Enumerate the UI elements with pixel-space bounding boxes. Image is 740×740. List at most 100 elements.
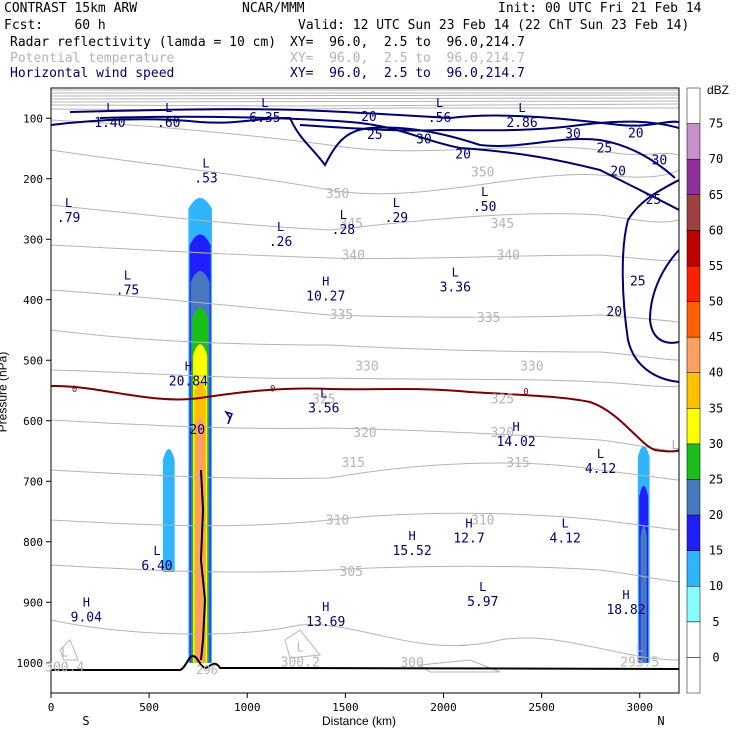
x-tick-label: 2500 — [528, 701, 555, 714]
extremum-value: .75 — [116, 284, 139, 299]
colorbar-label: 35 — [709, 401, 723, 415]
extremum-value: 5.97 — [467, 595, 498, 610]
extremum-marker: L — [636, 641, 643, 655]
theta-label: 310 — [471, 514, 494, 529]
theta-label: 320 — [353, 426, 376, 441]
extremum-value: 20.84 — [169, 374, 208, 389]
colorbar-label: 20 — [709, 508, 723, 522]
extremum-value: 4.12 — [585, 462, 616, 477]
extremum-value: 295.5 — [620, 656, 659, 671]
extremum-value: 6.35 — [249, 111, 280, 126]
y-tick-label: 400 — [23, 294, 43, 307]
extremum-marker: L — [479, 580, 486, 594]
plot-frame — [50, 87, 680, 694]
colorbar-swatch — [686, 265, 701, 302]
extremum-value: 10.27 — [306, 290, 345, 305]
y-tick-label: 100 — [23, 112, 43, 125]
extremum-value: .26 — [269, 235, 292, 250]
colorbar-label: 0 — [712, 650, 719, 664]
wind-speed-label: 20 — [628, 126, 644, 141]
theta-label: 310 — [326, 514, 349, 529]
theta-label: 325 — [491, 393, 514, 408]
colorbar-unit: dBZ — [707, 83, 730, 97]
wind-speed-label: 25 — [597, 142, 613, 157]
reflectivity-layer — [162, 197, 650, 663]
init-label: Init: 00 UTC Fri 21 Feb 14 — [498, 1, 702, 16]
wind-speed-label: 20 — [455, 148, 471, 163]
colorbar-swatch — [686, 87, 701, 124]
x-tick-label: 1500 — [332, 701, 359, 714]
theta-label: 305 — [340, 565, 363, 580]
extremum-value: .79 — [57, 211, 80, 226]
extremum-marker: L — [261, 96, 268, 110]
extra-label: L — [671, 438, 678, 452]
y-tick-label: 600 — [23, 415, 43, 428]
colorbar-label: 50 — [709, 295, 723, 309]
extremum-marker: H — [465, 517, 472, 531]
colorbar-swatch — [686, 657, 701, 694]
extremum-marker: H — [408, 529, 415, 543]
extremum-value: 4.12 — [550, 532, 581, 547]
reflectivity-band-0-40 — [195, 417, 205, 663]
theta-label: 315 — [506, 456, 529, 471]
extremum-marker: H — [512, 420, 519, 434]
extremum-value: 12.7 — [453, 532, 484, 547]
wind-speed-label: 25 — [630, 275, 646, 290]
extremum-marker: L — [562, 517, 569, 531]
wind-speed-label: 30 — [652, 154, 668, 169]
valid-label: Valid: 12 UTC Sun 23 Feb 14 (22 ChT Sun … — [298, 18, 690, 33]
wind-speed-label: 20 — [361, 110, 377, 125]
extremum-marker: L — [320, 387, 327, 401]
theta-label: 345 — [491, 217, 514, 232]
colorbar: 0 5 10 15 20 25 30 35 40 45 50 55 60 65 70 75 — [686, 87, 723, 694]
reflectivity-band-1-20 — [640, 525, 647, 663]
y-tick-label: 900 — [23, 596, 43, 609]
wind-speed-label: 20 — [610, 164, 626, 179]
colorbar-label: 30 — [709, 437, 723, 451]
y-tick-label: 200 — [23, 173, 43, 186]
field-wind-name: Horizontal wind speed — [10, 66, 175, 81]
extremum-value: 14.02 — [497, 435, 536, 450]
model-label: CONTRAST 15km ARW — [4, 1, 138, 16]
x-axis-label: Distance (km) — [322, 714, 397, 728]
extremum-marker: L — [165, 101, 172, 115]
extremum-value: .50 — [473, 200, 496, 215]
theta-label: 320 — [491, 426, 514, 441]
colorbar-label: 75 — [709, 117, 723, 131]
theta-label: 340 — [497, 249, 520, 264]
extremum-marker: L — [597, 447, 604, 461]
extremum-marker: L — [452, 266, 459, 280]
y-tick-label: 800 — [23, 536, 43, 549]
theta-label: 300 — [400, 656, 423, 671]
wind-contours — [51, 108, 679, 661]
field-theta-name: Potential temperature — [10, 51, 175, 66]
extremum-value: .29 — [385, 211, 408, 226]
extremum-marker: L — [436, 96, 443, 110]
theta-label: 330 — [520, 359, 543, 374]
extremum-value: .53 — [194, 172, 217, 187]
extremum-value: .60 — [157, 116, 180, 131]
extremum-value: 9.04 — [71, 610, 102, 625]
y-axis-label: Pressure (hPa) — [0, 351, 10, 433]
x-tick-label: 2000 — [430, 701, 457, 714]
extremum-marker: L — [277, 220, 284, 234]
colorbar-label: 45 — [709, 330, 723, 344]
field-wind-xy: XY= 96.0, 2.5 to 96.0,214.7 — [290, 66, 525, 81]
theta-label: 350 — [326, 187, 349, 202]
extremum-value: 13.69 — [306, 615, 345, 630]
theta-label: 345 — [340, 217, 363, 232]
y-tick-label: 500 — [23, 354, 43, 367]
colorbar-swatch — [686, 372, 701, 409]
wind-speed-label: 30 — [416, 132, 432, 147]
extremum-marker: L — [481, 185, 488, 199]
extremum-value: 6.40 — [141, 559, 172, 574]
extremum-marker: H — [83, 595, 90, 609]
theta-label: 340 — [341, 249, 364, 264]
extremum-marker: L — [61, 646, 68, 660]
freezing-level-label: 0 — [523, 388, 528, 398]
colorbar-swatch — [686, 408, 701, 445]
colorbar-label: 15 — [709, 544, 723, 558]
field-theta-xy: XY= 96.0, 2.5 to 96.0,214.7 — [290, 51, 525, 66]
field-reflectivity-name: Radar reflectivity (lamda = 10 cm) — [10, 35, 277, 50]
